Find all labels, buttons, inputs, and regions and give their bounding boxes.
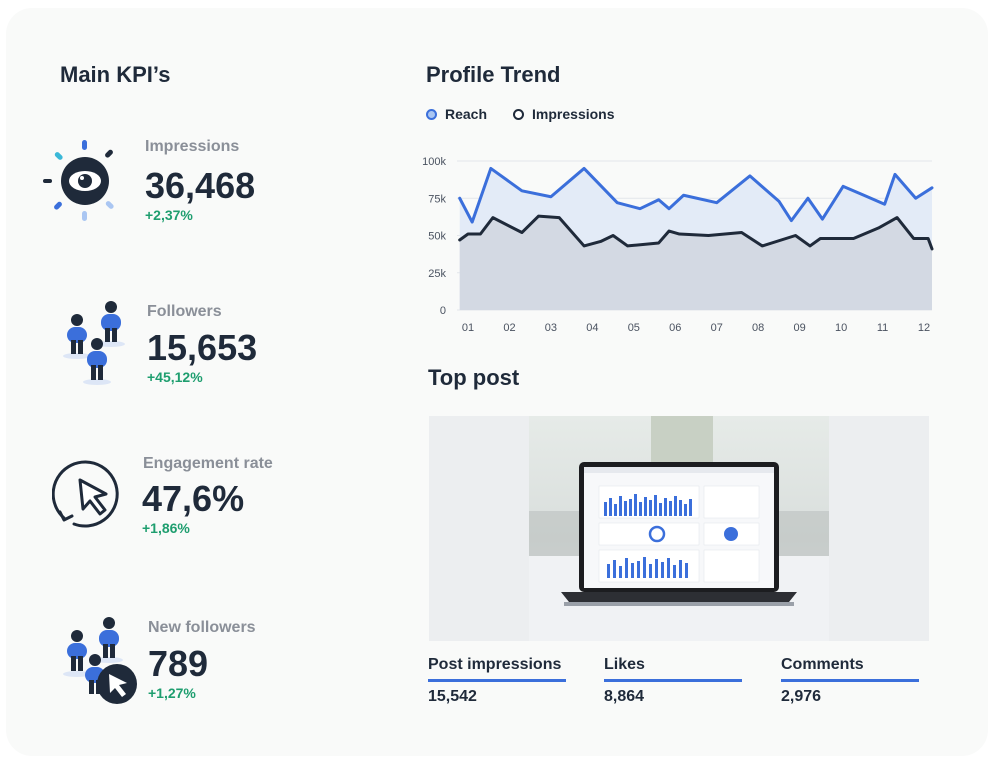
profile-trend-chart: 0 25k 50k 75k 100k 01 02 03 04 05 06 07 08 09 10 11 12 <box>422 156 934 334</box>
stat-comments: Comments 2,976 <box>781 656 919 706</box>
legend-item-reach[interactable]: Reach <box>426 106 487 122</box>
stat-value: 2,976 <box>781 688 822 705</box>
chart-legend: Reach Impressions <box>426 106 615 122</box>
laptop-photo-illustration <box>429 416 929 641</box>
people-icon <box>63 301 125 385</box>
kpi-value: 47,6% <box>142 478 245 519</box>
kpi-delta: +1,86% <box>142 520 190 536</box>
legend-marker-reach <box>426 108 437 120</box>
stat-underline <box>428 679 566 682</box>
x-tick-label: 05 <box>628 322 640 334</box>
x-tick-label: 01 <box>462 322 474 334</box>
top-post-title: Top post <box>428 365 520 390</box>
kpi-section-title: Main KPI’s <box>60 62 171 87</box>
stat-underline <box>781 679 919 682</box>
stat-label: Likes <box>604 656 645 673</box>
x-tick-label: 07 <box>711 322 723 334</box>
cursor-click-icon <box>52 460 119 528</box>
y-tick-label: 25k <box>428 268 446 280</box>
y-tick-label: 100k <box>422 156 446 168</box>
stat-value: 15,542 <box>428 688 477 705</box>
kpi-label: Followers <box>147 303 222 320</box>
stat-underline <box>604 679 742 682</box>
kpi-delta: +45,12% <box>147 369 203 385</box>
trend-title: Profile Trend <box>426 62 561 87</box>
kpi-value: 789 <box>148 643 209 684</box>
x-tick-label: 09 <box>794 322 806 334</box>
x-tick-label: 06 <box>669 322 681 334</box>
people-cursor-icon <box>63 617 137 704</box>
y-axis-ticks: 0 25k 50k 75k 100k <box>422 156 446 317</box>
eye-icon <box>43 140 114 221</box>
kpi-value: 15,653 <box>147 327 258 368</box>
y-tick-label: 0 <box>440 305 446 317</box>
kpi-delta: +2,37% <box>145 207 193 223</box>
x-tick-label: 02 <box>503 322 515 334</box>
kpi-label: Engagement rate <box>143 455 273 472</box>
series-line-impressions[interactable] <box>458 214 934 251</box>
chart-lines <box>458 166 934 251</box>
x-axis-ticks: 01 02 03 04 05 06 07 08 09 10 11 12 <box>462 322 930 334</box>
x-tick-label: 10 <box>835 322 847 334</box>
stat-label: Post impressions <box>428 656 562 673</box>
chart-areas <box>459 168 932 310</box>
series-line-reach[interactable] <box>458 166 934 224</box>
kpi-value: 36,468 <box>145 165 256 206</box>
stat-likes: Likes 8,864 <box>604 656 742 706</box>
legend-marker-impressions <box>513 108 525 120</box>
kpi-delta: +1,27% <box>148 685 196 701</box>
legend-label-impressions: Impressions <box>532 106 615 122</box>
legend-label-reach: Reach <box>445 106 488 122</box>
top-post-image[interactable] <box>429 416 929 641</box>
x-tick-label: 11 <box>877 322 888 334</box>
kpi-label: Impressions <box>145 138 240 155</box>
stat-post-impressions: Post impressions 15,542 <box>428 656 566 706</box>
legend-item-impressions[interactable]: Impressions <box>513 106 615 122</box>
x-tick-label: 04 <box>586 322 598 334</box>
stat-value: 8,864 <box>604 688 645 705</box>
x-tick-label: 12 <box>918 322 930 334</box>
x-tick-label: 08 <box>752 322 764 334</box>
y-tick-label: 50k <box>428 231 446 243</box>
kpi-label: New followers <box>148 619 256 636</box>
x-tick-label: 03 <box>545 322 557 334</box>
y-tick-label: 75k <box>428 193 446 205</box>
stat-label: Comments <box>781 656 864 673</box>
